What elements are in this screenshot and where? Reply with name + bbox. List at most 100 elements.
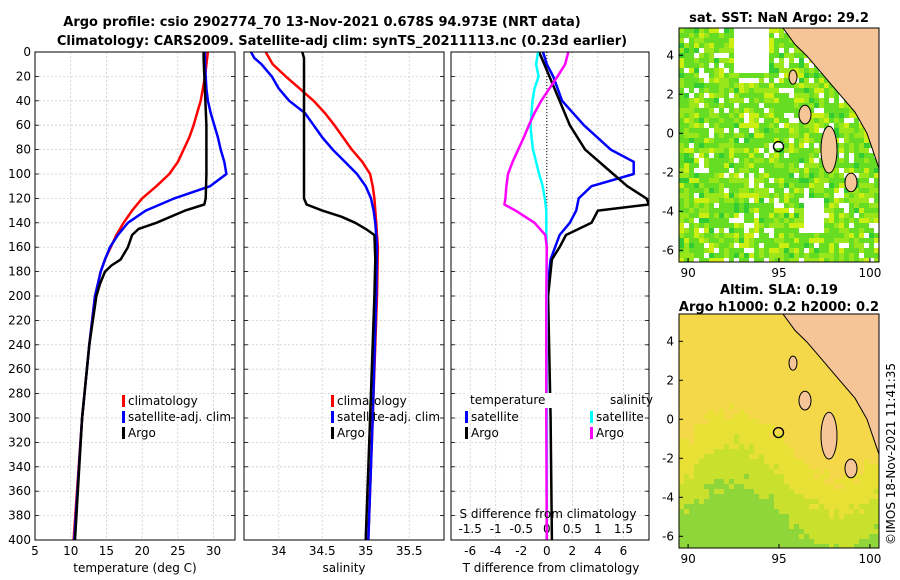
header-line-2: Climatology: CARS2009. Satellite-adj cli… <box>57 34 627 49</box>
sla-map: 90 95 100 4 2 0 -2 -4 -6 <box>662 313 881 566</box>
legend-swatch-t-satellite <box>465 411 468 423</box>
lat-tick-label: -2 <box>662 165 674 179</box>
island <box>844 172 858 193</box>
island <box>788 355 798 371</box>
island <box>788 69 798 85</box>
island <box>820 411 838 460</box>
series-line-argo <box>73 52 208 540</box>
x-tick-label: 35.5 <box>396 544 423 558</box>
lon-tick-label: 90 <box>680 266 695 280</box>
lon-tick-label: 100 <box>858 552 881 566</box>
salinity-panel: 34 34.5 35 35.5 <box>243 51 445 558</box>
legend-swatch-s-argo <box>590 427 593 439</box>
salinity-legend: climatology satellite-adj. clim Argo <box>331 394 440 440</box>
depth-tick-label: 280 <box>8 387 31 401</box>
s-tick-label: -1.5 <box>458 522 481 536</box>
argo-position-marker <box>772 140 785 153</box>
depth-tick-label: 380 <box>8 509 31 523</box>
lon-tick-label: 95 <box>771 266 786 280</box>
depth-tick-label: 160 <box>8 240 31 254</box>
x-tick-label: 5 <box>31 544 39 558</box>
legend-swatch-argo <box>331 427 334 439</box>
x-tick-label: 30 <box>206 544 221 558</box>
lat-tick-label: 4 <box>666 334 674 348</box>
legend-satellite: satellite-adj. clim <box>337 410 440 424</box>
x-tick-label: 20 <box>135 544 150 558</box>
lon-tick-label: 100 <box>858 266 881 280</box>
lat-tick-label: 2 <box>666 87 674 101</box>
map-field <box>679 28 879 262</box>
series-line-t-satellite <box>541 52 635 540</box>
series-line-t-argo <box>537 52 649 540</box>
legend-swatch-climatology <box>331 395 334 407</box>
x-tick-label: -4 <box>490 544 502 558</box>
depth-tick-label: 320 <box>8 435 31 449</box>
island <box>798 104 812 125</box>
depth-tick-label: 0 <box>23 45 31 59</box>
s-tick-label: 1 <box>594 522 602 536</box>
legend-swatch-t-argo <box>465 427 468 439</box>
depth-tick-label: 80 <box>16 143 31 157</box>
imos-timestamp: ©IMOS 18-Nov-2021 11:41:35 <box>884 363 898 545</box>
legend-swatch-argo <box>122 427 125 439</box>
depth-tick-label: 40 <box>16 94 31 108</box>
sst-map-title: sat. SST: NaN Argo: 29.2 <box>689 11 869 26</box>
lat-tick-label: -6 <box>662 529 674 543</box>
s-tick-label: -0.5 <box>510 522 533 536</box>
x-tick-label: 0 <box>543 544 551 558</box>
series-line-s-argo <box>503 52 570 540</box>
x-tick-label: 6 <box>620 544 628 558</box>
island <box>844 458 858 479</box>
s-difference-xlabel: S difference from climatology <box>460 507 637 521</box>
legend-t-argo: Argo <box>471 426 499 440</box>
legend-argo: Argo <box>337 426 365 440</box>
sumatra-land <box>782 314 879 455</box>
axes-box <box>34 51 236 541</box>
legend-swatch-satellite <box>122 411 125 423</box>
depth-tick-label: 180 <box>8 265 31 279</box>
depth-tick-label: 200 <box>8 289 31 303</box>
lat-tick-label: -6 <box>662 243 674 257</box>
difference-legend: temperature salinity satellite Argo sate… <box>465 393 653 440</box>
map-field <box>679 314 879 548</box>
argo-position-marker <box>772 426 785 439</box>
temperature-panel: 5 10 15 20 25 3002040608010012014016018020022… <box>8 45 236 558</box>
x-tick-label: 4 <box>594 544 602 558</box>
legend-climatology: climatology <box>128 394 198 408</box>
lon-tick-label: 95 <box>771 552 786 566</box>
island <box>820 125 838 174</box>
x-tick-label: 15 <box>99 544 114 558</box>
temperature-legend: climatology satellite-adj. clim Argo <box>122 394 231 440</box>
legend-s-argo: Argo <box>596 426 624 440</box>
depth-tick-label: 100 <box>8 167 31 181</box>
depth-tick-label: 220 <box>8 313 31 327</box>
legend-climatology: climatology <box>337 394 407 408</box>
depth-tick-label: 120 <box>8 191 31 205</box>
s-tick-label: 0.5 <box>563 522 582 536</box>
x-tick-label: 35 <box>358 544 373 558</box>
legend-swatch-s-satellite <box>590 411 593 423</box>
series-line-satellite-adj-clim <box>249 52 379 540</box>
legend-s-satellite: satellite <box>596 410 644 424</box>
depth-tick-label: 400 <box>8 533 31 547</box>
depth-tick-label: 260 <box>8 362 31 376</box>
sla-map-title-2: Argo h1000: 0.2 h2000: 0.2 <box>679 300 879 315</box>
lat-tick-label: 0 <box>666 412 674 426</box>
depth-tick-label: 360 <box>8 484 31 498</box>
salinity-xlabel: salinity <box>322 561 365 575</box>
depth-tick-label: 60 <box>16 118 31 132</box>
x-tick-label: 34 <box>271 544 286 558</box>
legend-satellite: satellite-adj. clim <box>128 410 231 424</box>
lat-tick-label: -2 <box>662 451 674 465</box>
s-tick-label: -1 <box>490 522 502 536</box>
x-tick-label: 25 <box>170 544 185 558</box>
temperature-xlabel: temperature (deg C) <box>73 561 196 575</box>
depth-tick-label: 300 <box>8 411 31 425</box>
island <box>798 390 812 411</box>
lat-tick-label: -4 <box>662 490 674 504</box>
legend-bg <box>467 393 553 408</box>
axes-box <box>243 51 445 541</box>
axes-box <box>450 51 650 541</box>
lat-tick-label: 0 <box>666 126 674 140</box>
